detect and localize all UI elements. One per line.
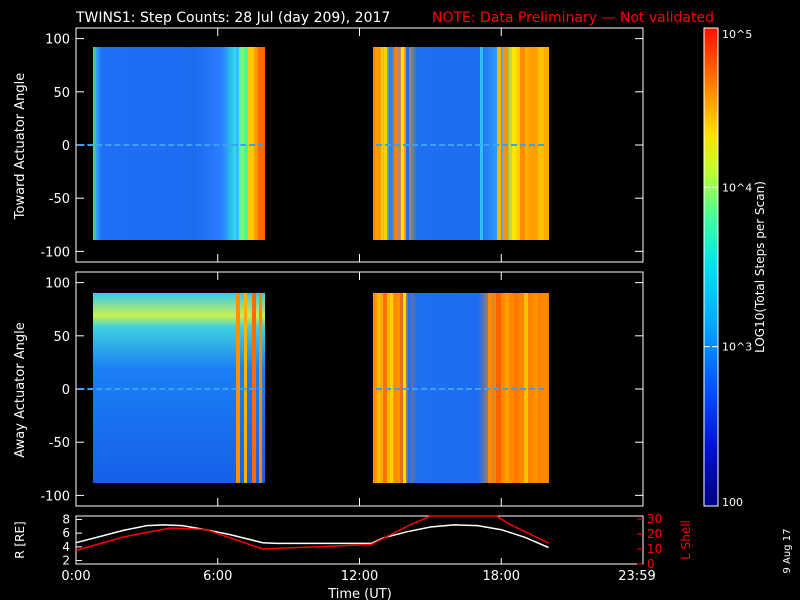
colorbar-tick-label: 100 bbox=[722, 496, 743, 509]
orbit-radius-line bbox=[75, 524, 549, 549]
colorbar: 10^5 10^4 10^3 100 LOG10(Total Steps per Sc… bbox=[703, 27, 767, 509]
right-tick-label: 10 bbox=[647, 542, 662, 556]
colorbar-ticks: 10^5 10^4 10^3 100 bbox=[704, 27, 752, 509]
heatmap-stripe bbox=[512, 47, 516, 240]
right-tick-label: 0 bbox=[647, 557, 655, 571]
panel-away-y-axis: 100 50 0 -50 -100 bbox=[40, 272, 644, 506]
heatmap-stripe bbox=[480, 47, 483, 240]
heatmap-stripe bbox=[236, 47, 239, 240]
y-tick-label: 50 bbox=[53, 86, 70, 101]
heatmap-stripe bbox=[406, 47, 409, 240]
right-tick-label: 30 bbox=[647, 512, 662, 526]
left-tick-label: 4 bbox=[62, 540, 70, 554]
colorbar-label: LOG10(Total Steps per Scan) bbox=[753, 181, 767, 353]
heatmap-stripe bbox=[244, 47, 248, 240]
y-tick-label: 100 bbox=[45, 277, 70, 292]
heatmap-stripe bbox=[538, 47, 544, 240]
time-tick-label: 6:00 bbox=[203, 569, 232, 584]
date-stamp: 9 Aug 17 bbox=[782, 529, 793, 574]
panel-toward-y-axis: 100 50 0 -50 -100 bbox=[40, 28, 644, 262]
y-tick-label: 50 bbox=[53, 330, 70, 345]
y-tick-label: -100 bbox=[40, 245, 70, 260]
panel-toward: 100 50 0 -50 -100 Toward Actuator Angle bbox=[13, 27, 644, 263]
orbit-lshell-line bbox=[75, 515, 549, 552]
y-tick-label: 100 bbox=[45, 33, 70, 48]
right-tick-label: 20 bbox=[647, 527, 662, 541]
orbit-right-label: L Shell bbox=[679, 520, 693, 560]
panel-away-ylabel: Away Actuator Angle bbox=[13, 322, 28, 457]
heatmap-stripe bbox=[389, 47, 392, 240]
heatmap-stripe bbox=[408, 293, 411, 483]
orbit-left-label: R [RE] bbox=[13, 521, 27, 558]
heatmap-stripe bbox=[236, 293, 240, 483]
heatmap-stripe bbox=[503, 47, 508, 240]
left-tick-label: 8 bbox=[62, 512, 70, 526]
panel-toward-stripes bbox=[236, 47, 544, 240]
colorbar-tick-label: 10^5 bbox=[722, 28, 752, 41]
y-tick-label: -50 bbox=[49, 436, 70, 451]
time-tick-label: 0:00 bbox=[61, 569, 90, 584]
heatmap-stripe bbox=[250, 47, 254, 240]
panel-away: 100 50 0 -50 -100 Away Actuator Angle bbox=[13, 271, 644, 507]
heatmap-stripe bbox=[401, 47, 404, 240]
y-tick-label: 0 bbox=[62, 383, 70, 398]
time-tick-label: 18:00 bbox=[483, 569, 520, 584]
heatmap-stripe bbox=[384, 47, 387, 240]
date-stamp-box: 9 Aug 17 bbox=[782, 529, 793, 574]
left-tick-label: 6 bbox=[62, 526, 70, 540]
chart-title: TWINS1: Step Counts: 28 Jul (day 209), 2… bbox=[75, 10, 390, 26]
heatmap-stripe bbox=[377, 47, 381, 240]
x-axis-label: Time (UT) bbox=[327, 587, 392, 600]
time-tick-label: 23:59 bbox=[618, 569, 655, 584]
panel-orbit-frame bbox=[75, 515, 644, 565]
colorbar-tick-label: 10^4 bbox=[722, 181, 752, 194]
time-tick-label: 12:00 bbox=[341, 569, 378, 584]
heatmap-stripe bbox=[383, 293, 387, 483]
heatmap-stripe bbox=[533, 293, 538, 483]
y-tick-label: 0 bbox=[62, 139, 70, 154]
heatmap-stripe bbox=[520, 47, 525, 240]
colorbar-tick-label: 10^3 bbox=[722, 341, 752, 354]
heatmap-stripe bbox=[497, 47, 501, 240]
colorbar-scale bbox=[703, 27, 719, 507]
panel-toward-block-1 bbox=[93, 47, 265, 240]
y-tick-label: -100 bbox=[40, 489, 70, 504]
orbit-series bbox=[75, 515, 549, 552]
panel-toward-ylabel: Toward Actuator Angle bbox=[13, 73, 28, 220]
preliminary-note: NOTE: Data Preliminary — Not validated bbox=[432, 10, 714, 26]
heatmap-stripe bbox=[394, 47, 398, 240]
heatmap-stripe bbox=[258, 47, 262, 240]
y-tick-label: -50 bbox=[49, 192, 70, 207]
heatmap-stripe bbox=[530, 47, 534, 240]
left-tick-label: 2 bbox=[62, 554, 70, 568]
heatmap-stripe bbox=[390, 293, 393, 483]
